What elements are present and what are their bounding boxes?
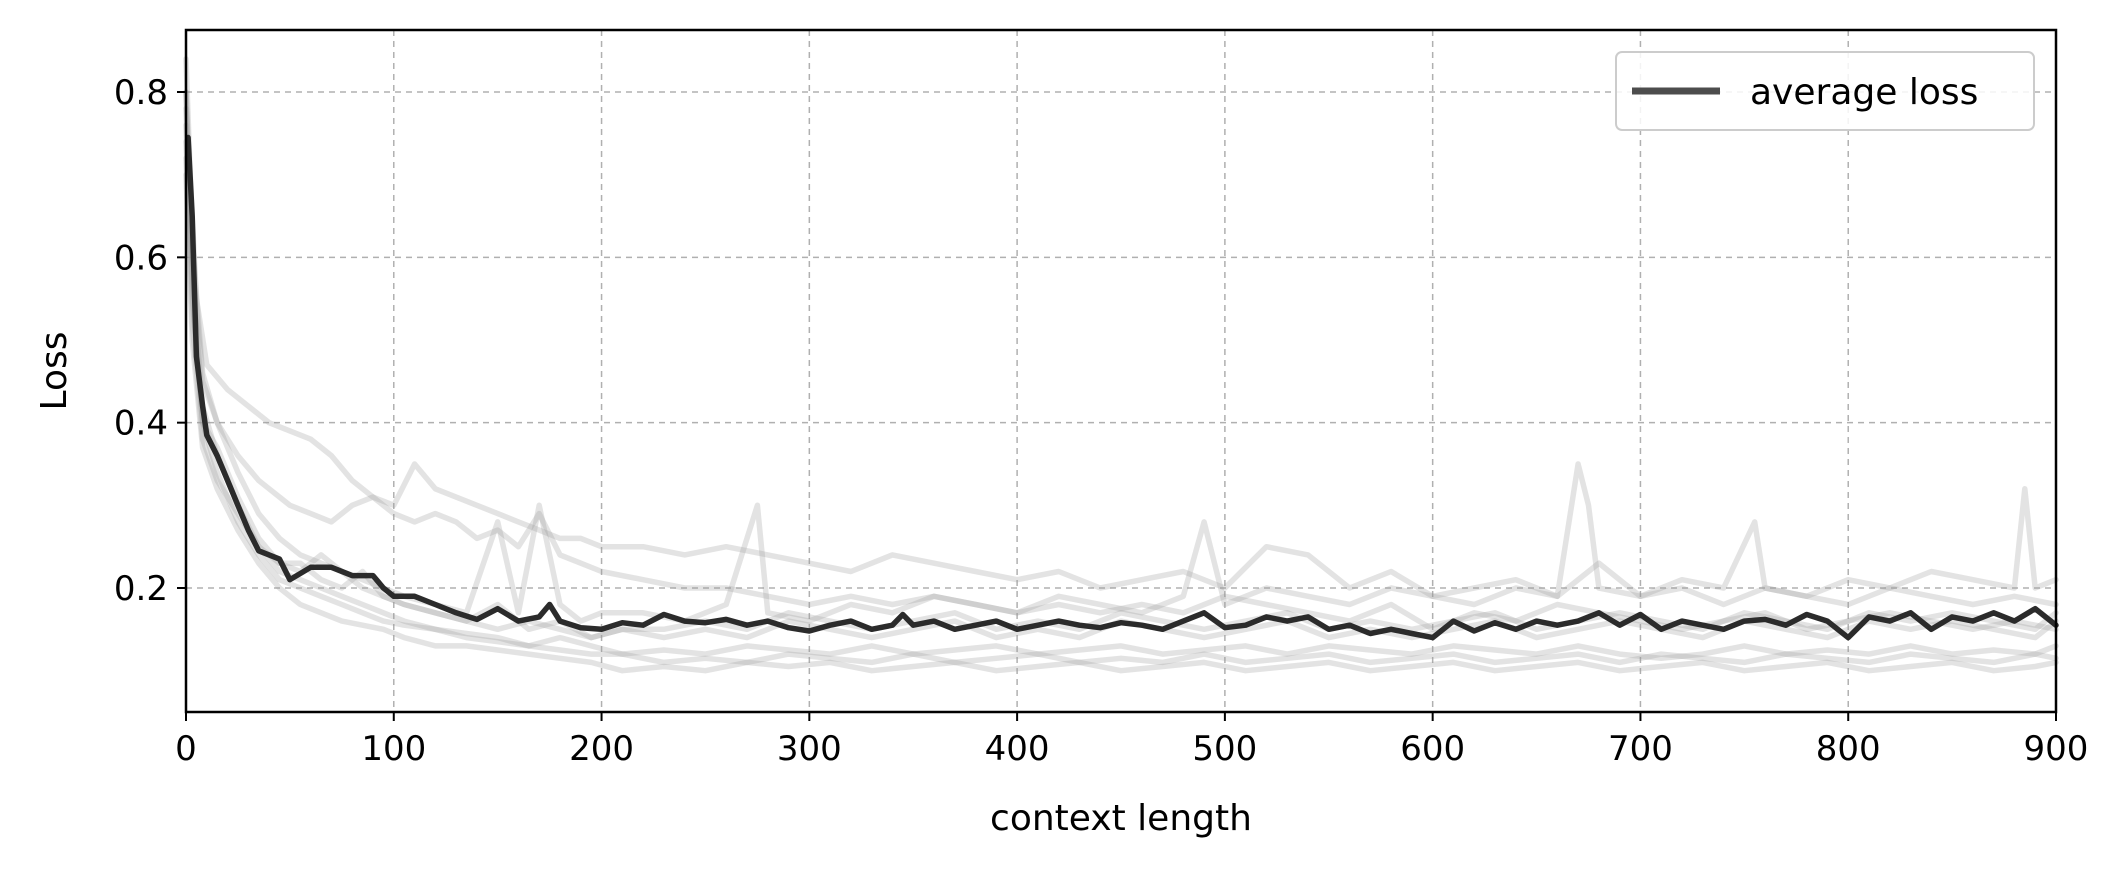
run-loss-line-6	[183, 138, 2059, 641]
x-tick-label-9: 900	[2024, 729, 2089, 769]
x-tick-label-3: 300	[777, 729, 842, 769]
average-loss-line	[185, 134, 2059, 641]
x-tick-label-2: 200	[569, 729, 634, 769]
y-tick-label-2: 0.6	[114, 238, 168, 278]
average-loss-line-group	[185, 134, 2059, 641]
x-axis-label: context length	[990, 798, 1252, 839]
plot-frame	[184, 28, 2058, 714]
x-tick-label-4: 400	[985, 729, 1050, 769]
run-loss-line-8	[183, 89, 2059, 624]
y-tick-label-0: 0.2	[114, 569, 168, 609]
x-tick-label-0: 0	[175, 729, 197, 769]
legend-label-average-loss: average loss	[1750, 72, 1978, 113]
run-loss-line-3	[183, 122, 2059, 662]
run-loss-line-4	[183, 105, 2059, 666]
y-tick-label-1: 0.4	[114, 404, 168, 444]
y-axis-label: Loss	[34, 332, 75, 411]
legend-box	[1615, 51, 2035, 131]
x-tick-label-7: 700	[1608, 729, 1673, 769]
x-axis-ticks: 0 100 200 300 400 500 600 700 800 900	[175, 712, 2088, 769]
y-tick-label-3: 0.8	[114, 73, 168, 113]
x-tick-label-8: 800	[1816, 729, 1881, 769]
x-tick-label-5: 500	[1192, 729, 1257, 769]
x-tick-label-6: 600	[1400, 729, 1465, 769]
x-tick-label-1: 100	[361, 729, 426, 769]
run-loss-line-7	[183, 171, 2059, 674]
legend: average loss	[1615, 51, 2035, 131]
run-loss-line-1	[183, 56, 2059, 608]
grid-lines	[186, 30, 2056, 712]
y-axis-ticks: 0.2 0.4 0.6 0.8	[114, 73, 186, 609]
